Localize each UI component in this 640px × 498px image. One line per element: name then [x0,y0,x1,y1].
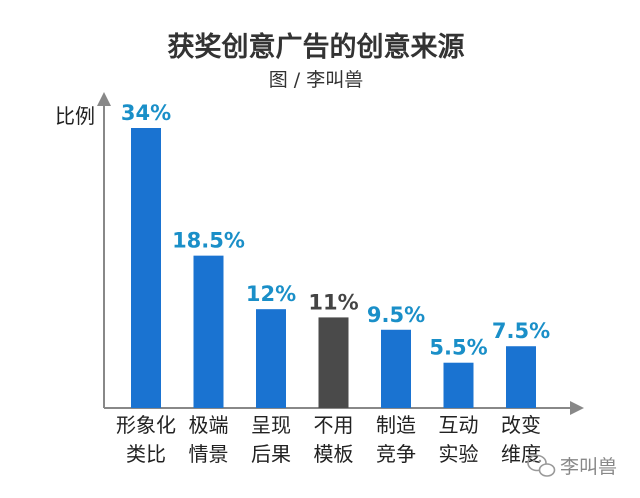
category-label: 竞争 [376,442,416,466]
wechat-icon [527,454,556,477]
bar [381,329,411,408]
bar-value-label: 11% [308,290,358,314]
bar [256,309,286,408]
chart-subtitle: 图 / 李叫兽 [269,69,363,91]
bar-value-label: 18.5% [172,229,245,253]
bar-value-label: 34% [121,101,171,125]
category-label: 情景 [189,442,229,466]
bar-value-label: 9.5% [367,303,425,327]
bar [318,317,349,408]
watermark-text: 李叫兽 [560,456,617,478]
category-label: 后果 [251,442,291,466]
bar-value-label: 12% [246,282,296,306]
bar [443,362,474,408]
bar-value-label: 5.5% [429,336,487,360]
category-label: 制造 [376,413,416,437]
category-label: 互动 [439,413,479,437]
category-label: 模板 [314,442,354,466]
x-axis-arrow-icon [570,401,584,415]
chart-title: 获奖创意广告的创意来源 [168,31,465,63]
category-label: 实验 [439,442,479,466]
bar [506,346,536,408]
category-label: 类比 [126,442,166,466]
bar-value-label: 7.5% [492,319,550,343]
y-axis-arrow-icon [97,92,111,106]
category-label: 形象化 [116,413,176,437]
category-label: 改变 [501,413,541,437]
bar [131,128,161,408]
category-label: 不用 [314,413,354,437]
watermark: 李叫兽 [527,454,617,478]
category-label: 维度 [501,442,541,466]
category-label: 极端 [189,413,229,437]
bar [193,255,224,408]
category-label: 呈现 [251,413,291,437]
y-axis-label: 比例 [55,104,95,128]
